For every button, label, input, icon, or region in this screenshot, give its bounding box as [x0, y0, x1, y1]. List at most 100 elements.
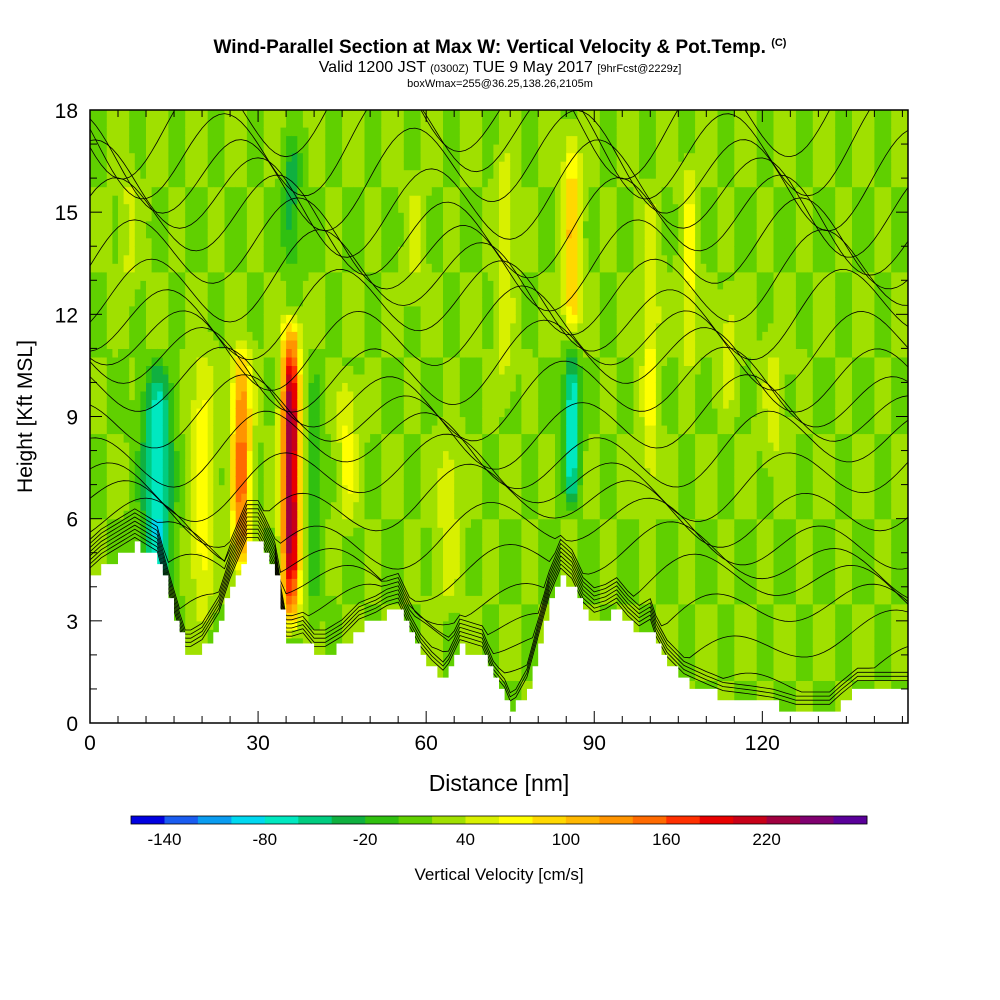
- velocity-cell: [353, 331, 360, 341]
- velocity-cell: [179, 314, 186, 324]
- velocity-cell: [364, 118, 371, 128]
- velocity-cell: [398, 467, 405, 477]
- velocity-cell: [196, 365, 203, 375]
- velocity-cell: [403, 416, 410, 426]
- velocity-cell: [101, 144, 108, 154]
- velocity-cell: [398, 484, 405, 494]
- velocity-cell: [443, 331, 450, 341]
- velocity-cell: [101, 331, 108, 341]
- velocity-cell: [118, 144, 125, 154]
- velocity-cell: [330, 484, 338, 494]
- velocity-cell: [151, 271, 158, 281]
- velocity-cell: [146, 135, 153, 145]
- velocity-cell: [286, 518, 293, 528]
- velocity-cell: [403, 373, 410, 383]
- velocity-cell: [185, 297, 192, 307]
- velocity-cell: [420, 280, 427, 290]
- velocity-cell: [308, 578, 315, 588]
- velocity-cell: [364, 271, 371, 281]
- velocity-cell: [258, 212, 265, 222]
- velocity-cell: [415, 237, 422, 247]
- velocity-cell: [308, 263, 315, 273]
- velocity-cell: [174, 476, 181, 486]
- velocity-cell: [325, 373, 332, 383]
- velocity-cell: [246, 169, 254, 179]
- velocity-cell: [280, 305, 287, 315]
- velocity-cell: [190, 127, 197, 137]
- velocity-cell: [381, 195, 388, 205]
- velocity-cell: [297, 416, 304, 426]
- velocity-cell: [118, 535, 125, 545]
- velocity-cell: [168, 408, 175, 418]
- velocity-cell: [241, 186, 248, 196]
- velocity-cell: [140, 169, 147, 179]
- velocity-cell: [90, 322, 97, 332]
- velocity-cell: [342, 586, 349, 596]
- velocity-cell: [314, 612, 321, 622]
- velocity-cell: [342, 280, 349, 290]
- velocity-cell: [420, 246, 427, 256]
- velocity-cell: [314, 331, 321, 341]
- velocity-cell: [90, 305, 97, 315]
- velocity-cell: [230, 229, 237, 239]
- velocity-cell: [370, 331, 377, 341]
- velocity-cell: [437, 169, 444, 179]
- velocity-cell: [426, 518, 433, 528]
- velocity-cell: [302, 135, 310, 145]
- velocity-cell: [325, 425, 332, 435]
- velocity-cell: [174, 246, 181, 256]
- velocity-cell: [459, 399, 466, 409]
- velocity-cell: [101, 348, 108, 358]
- velocity-cell: [252, 408, 259, 418]
- velocity-cell: [409, 314, 416, 324]
- velocity-cell: [443, 110, 450, 120]
- velocity-cell: [252, 263, 259, 273]
- velocity-cell: [325, 450, 332, 460]
- velocity-cell: [196, 425, 203, 435]
- velocity-cell: [459, 612, 466, 622]
- velocity-cell: [218, 569, 226, 579]
- velocity-cell: [353, 595, 360, 605]
- velocity-cell: [314, 586, 321, 596]
- velocity-cell: [443, 663, 450, 673]
- velocity-cell: [146, 467, 153, 477]
- velocity-cell: [185, 620, 192, 630]
- velocity-cell: [218, 459, 226, 469]
- velocity-cell: [431, 144, 438, 154]
- velocity-cell: [162, 544, 169, 554]
- velocity-cell: [370, 186, 377, 196]
- velocity-cell: [392, 425, 399, 435]
- velocity-cell: [420, 459, 427, 469]
- velocity-cell: [179, 459, 186, 469]
- velocity-cell: [336, 493, 343, 503]
- velocity-cell: [409, 408, 416, 418]
- velocity-cell: [207, 365, 214, 375]
- velocity-cell: [95, 237, 102, 247]
- velocity-cell: [330, 127, 338, 137]
- velocity-cell: [151, 229, 158, 239]
- velocity-cell: [437, 399, 444, 409]
- velocity-cell: [319, 203, 326, 213]
- velocity-cell: [314, 314, 321, 324]
- velocity-cell: [168, 178, 175, 188]
- velocity-cell: [129, 212, 136, 222]
- velocity-cell: [224, 331, 231, 341]
- velocity-cell: [426, 527, 433, 537]
- velocity-cell: [398, 305, 405, 315]
- velocity-cell: [319, 544, 326, 554]
- velocity-cell: [146, 152, 153, 162]
- velocity-cell: [465, 493, 472, 503]
- velocity-cell: [398, 348, 405, 358]
- velocity-cell: [213, 416, 220, 426]
- velocity-cell: [146, 186, 153, 196]
- velocity-cell: [420, 484, 427, 494]
- velocity-cell: [286, 314, 293, 324]
- velocity-cell: [347, 391, 354, 401]
- velocity-cell: [431, 629, 438, 639]
- velocity-cell: [157, 399, 164, 409]
- velocity-cell: [465, 544, 472, 554]
- velocity-cell: [426, 586, 433, 596]
- velocity-cell: [246, 331, 254, 341]
- velocity-cell: [202, 314, 209, 324]
- velocity-cell: [157, 203, 164, 213]
